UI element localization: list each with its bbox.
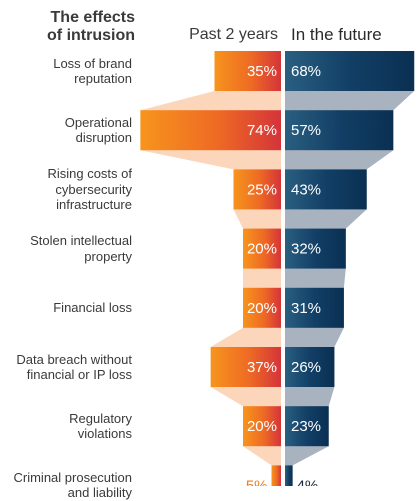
value-label-past-7: 20%	[247, 418, 277, 435]
bar-future-4	[285, 228, 346, 269]
bar-past-5	[243, 287, 281, 328]
category-label-line: disruption	[75, 130, 132, 146]
category-label-line: infrastructure	[56, 197, 132, 213]
category-label-line: financial or IP loss	[26, 367, 132, 382]
category-label-line: Regulatory	[69, 410, 132, 426]
category-label-line: property	[84, 248, 132, 264]
bar-past-4	[243, 228, 281, 269]
bar-past-1	[214, 51, 281, 91]
bar-past-7	[243, 406, 281, 447]
bar-future-5	[285, 287, 344, 328]
bar-future-7	[285, 406, 329, 447]
category-label-5: Financial loss	[0, 300, 132, 316]
category-label-line: Rising costs of	[47, 166, 132, 182]
value-label-past-1: 35%	[247, 63, 277, 80]
bar-future-8	[285, 465, 293, 486]
category-label-line: Criminal prosecution	[13, 469, 133, 485]
category-label-line: and liability	[67, 485, 132, 501]
value-label-future-5: 31%	[291, 300, 321, 317]
category-label-line: Stolen intellectual	[30, 233, 132, 249]
category-label-line: violations	[77, 426, 132, 442]
bar-future-6	[285, 347, 335, 387]
value-label-future-3: 43%	[291, 181, 321, 198]
value-label-future-2: 57%	[291, 122, 321, 139]
category-label-line: Operational	[64, 114, 132, 130]
category-label-line: Data breach without	[16, 351, 132, 367]
value-label-future-8: 4%	[297, 477, 319, 486]
chart-title-line1: The effects	[50, 9, 135, 26]
category-label-7: Regulatory violations	[0, 411, 132, 442]
chart-plot: 35% 68% 74% 57% 25% 43% 20% 32% 20% 31% 37% 26% 20% 2…	[140, 51, 415, 486]
bar-future-1	[285, 51, 415, 91]
bar-future-3	[285, 169, 367, 210]
category-label-8: Criminal prosecution and liability	[0, 469, 133, 501]
category-label-line: Loss of brand	[53, 55, 132, 71]
category-label-line: Financial loss	[53, 300, 132, 316]
value-label-future-7: 23%	[291, 418, 321, 435]
category-label-3: Rising costs of cybersecurity infrastructu…	[0, 166, 132, 213]
value-label-past-8: 5%	[246, 477, 268, 486]
value-label-past-5: 20%	[247, 300, 277, 317]
value-label-past-3: 25%	[247, 181, 277, 198]
chart-title-line2: of intrusion	[47, 27, 135, 44]
value-label-past-2: 74%	[247, 122, 277, 139]
category-label-line: cybersecurity	[55, 181, 132, 197]
bar-future-2	[285, 110, 394, 151]
bar-past-3	[233, 169, 281, 210]
bar-past-2	[140, 110, 281, 151]
chart: The effects of intrusion Past 2 years In…	[0, 9, 415, 500]
category-label-6: Data breach without financial or IP loss	[0, 352, 132, 383]
category-label-line: reputation	[74, 71, 132, 86]
category-label-2: Operational disruption	[0, 115, 132, 146]
category-label-4: Stolen intellectual property	[0, 233, 132, 264]
category-label-1: Loss of brand reputation	[0, 56, 132, 87]
legend-past-2-years: Past 2 years	[189, 26, 278, 43]
value-label-past-6: 37%	[247, 359, 277, 376]
value-label-future-4: 32%	[291, 241, 321, 258]
value-label-past-4: 20%	[247, 241, 277, 258]
value-label-future-1: 68%	[291, 63, 321, 80]
bar-past-8	[271, 465, 281, 486]
value-label-future-6: 26%	[291, 359, 321, 376]
legend-in-the-future: In the future	[291, 25, 382, 44]
bar-past-6	[210, 347, 281, 387]
